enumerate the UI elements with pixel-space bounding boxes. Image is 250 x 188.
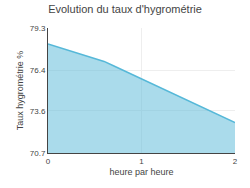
svg-text:79.3: 79.3 xyxy=(30,24,46,33)
svg-text:Evolution du taux d'hygrométri: Evolution du taux d'hygrométrie xyxy=(48,3,202,15)
svg-text:Taux hygrométrie %: Taux hygrométrie % xyxy=(15,51,25,131)
svg-text:1: 1 xyxy=(139,157,144,166)
svg-text:73.6: 73.6 xyxy=(30,107,46,116)
svg-text:70.7: 70.7 xyxy=(30,149,46,158)
svg-text:2: 2 xyxy=(233,157,238,166)
svg-text:76.4: 76.4 xyxy=(30,66,46,75)
svg-text:0: 0 xyxy=(46,157,51,166)
svg-text:heure par heure: heure par heure xyxy=(109,167,173,177)
